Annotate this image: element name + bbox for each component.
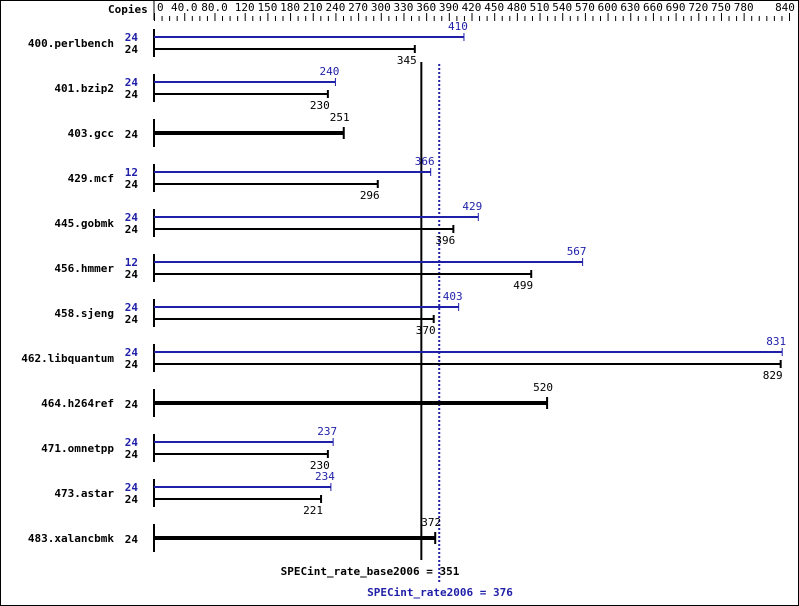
base-copies: 24: [125, 313, 139, 326]
peak-copies: 24: [125, 481, 139, 494]
base-copies: 24: [125, 448, 139, 461]
tick-label: 750: [711, 1, 731, 14]
tick-label: 40.0: [171, 1, 198, 14]
tick-label: 720: [688, 1, 708, 14]
base-copies: 24: [125, 398, 139, 411]
tick-label: 270: [348, 1, 368, 14]
peak-copies: 24: [125, 31, 139, 44]
benchmark-name: 458.sjeng: [54, 307, 114, 320]
tick-label: 390: [439, 1, 459, 14]
tick-label: 690: [666, 1, 686, 14]
benchmark-name: 456.hmmer: [54, 262, 114, 275]
base-summary-label: SPECint_rate_base2006 = 351: [281, 565, 460, 578]
tick-label: 300: [371, 1, 391, 14]
base-value-label: 296: [360, 189, 380, 202]
peak-value-label: 403: [443, 290, 463, 303]
peak-value-label: 240: [319, 65, 339, 78]
tick-label: 80.0: [201, 1, 228, 14]
base-copies: 24: [125, 88, 139, 101]
base-value-label: 230: [310, 459, 330, 472]
peak-value-label: 410: [448, 20, 468, 33]
tick-label: 120: [235, 1, 255, 14]
base-value-label: 372: [421, 516, 441, 529]
base-value-label: 251: [330, 111, 350, 124]
benchmark-name: 471.omnetpp: [41, 442, 114, 455]
benchmark-name: 445.gobmk: [54, 217, 114, 230]
base-copies: 24: [125, 268, 139, 281]
peak-copies: 24: [125, 211, 139, 224]
base-copies: 24: [125, 178, 139, 191]
benchmark-name: 473.astar: [54, 487, 114, 500]
peak-copies: 24: [125, 346, 139, 359]
axis-header: Copies: [108, 3, 148, 16]
peak-value-label: 567: [567, 245, 587, 258]
peak-copies: 12: [125, 166, 138, 179]
peak-summary-label: SPECint_rate2006 = 376: [367, 586, 513, 599]
tick-label: 540: [552, 1, 572, 14]
tick-label: 600: [598, 1, 618, 14]
peak-value-label: 429: [462, 200, 482, 213]
base-value-label: 499: [513, 279, 533, 292]
base-value-label: 345: [397, 54, 417, 67]
base-copies: 24: [125, 358, 139, 371]
base-copies: 24: [125, 533, 139, 546]
peak-value-label: 831: [766, 335, 786, 348]
tick-label: 630: [620, 1, 640, 14]
tick-label: 330: [394, 1, 414, 14]
base-copies: 24: [125, 223, 139, 236]
benchmark-name: 400.perlbench: [28, 37, 114, 50]
peak-value-label: 237: [317, 425, 337, 438]
base-value-label: 829: [763, 369, 783, 382]
benchmark-name: 401.bzip2: [54, 82, 114, 95]
base-value-label: 520: [533, 381, 553, 394]
peak-copies: 24: [125, 76, 139, 89]
base-copies: 24: [125, 43, 139, 56]
tick-label: 510: [530, 1, 550, 14]
benchmark-name: 403.gcc: [68, 127, 114, 140]
base-value-label: 396: [435, 234, 455, 247]
tick-label: 360: [416, 1, 436, 14]
benchmark-name: 462.libquantum: [21, 352, 114, 365]
tick-label: 840: [775, 1, 795, 14]
base-value-label: 230: [310, 99, 330, 112]
peak-value-label: 234: [315, 470, 335, 483]
base-copies: 24: [125, 128, 139, 141]
tick-label: 660: [643, 1, 663, 14]
tick-label: 480: [507, 1, 527, 14]
peak-copies: 24: [125, 301, 139, 314]
base-value-label: 221: [303, 504, 323, 517]
base-value-label: 370: [416, 324, 436, 337]
tick-label: 180: [280, 1, 300, 14]
tick-label: 570: [575, 1, 595, 14]
peak-value-label: 366: [415, 155, 435, 168]
benchmark-name: 429.mcf: [68, 172, 114, 185]
tick-label: 0: [157, 1, 164, 14]
tick-label: 450: [484, 1, 504, 14]
tick-label: 150: [257, 1, 277, 14]
tick-label: 780: [734, 1, 754, 14]
base-copies: 24: [125, 493, 139, 506]
tick-label: 210: [303, 1, 323, 14]
peak-copies: 12: [125, 256, 138, 269]
tick-label: 420: [462, 1, 482, 14]
peak-copies: 24: [125, 436, 139, 449]
benchmark-name: 464.h264ref: [41, 397, 114, 410]
tick-label: 240: [325, 1, 345, 14]
benchmark-name: 483.xalancbmk: [28, 532, 114, 545]
